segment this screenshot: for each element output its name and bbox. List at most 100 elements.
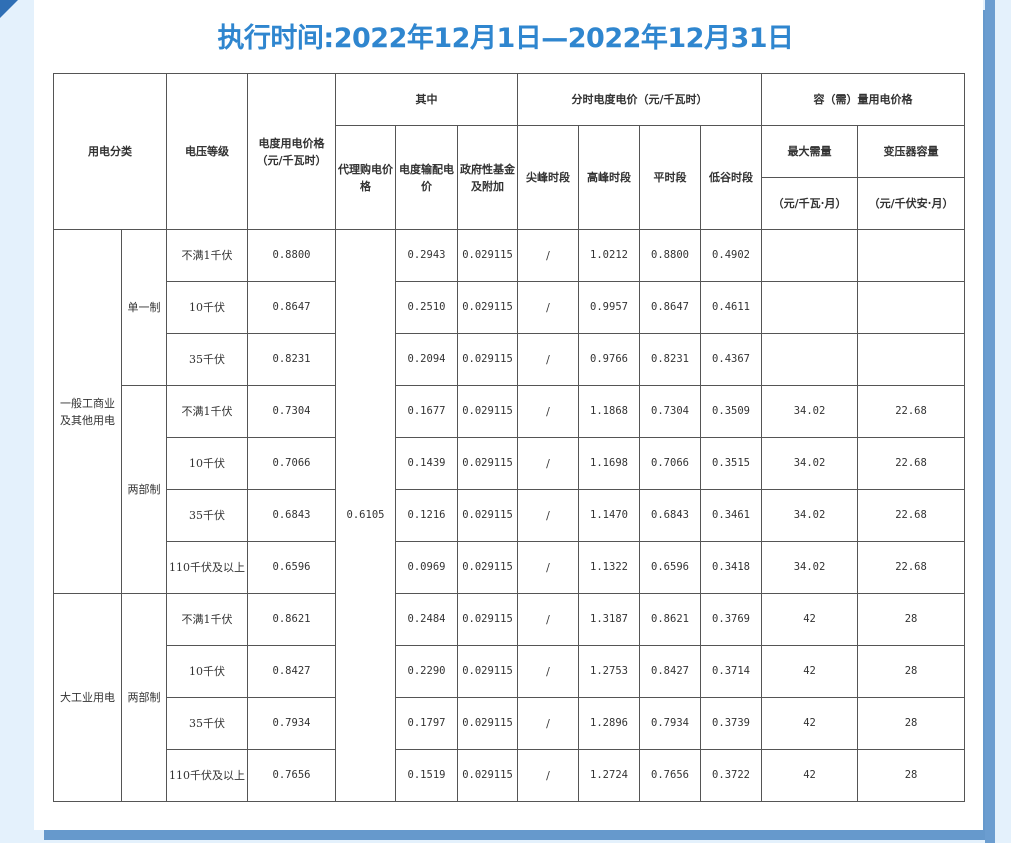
- peak-cell: 1.1470: [578, 489, 640, 542]
- max-demand-cell: 42: [761, 645, 859, 698]
- valley-cell: 0.4902: [699, 229, 763, 282]
- valley-cell: 0.3515: [699, 437, 763, 490]
- valley-cell: 0.3722: [699, 749, 763, 802]
- voltage-cell: 35千伏: [166, 333, 248, 386]
- header-voltage: 电压等级: [166, 73, 248, 230]
- sharp-peak-cell: /: [517, 229, 579, 282]
- header-agent-price: 代理购电价格: [335, 125, 396, 230]
- sharp-peak-cell: /: [517, 437, 579, 490]
- flat-cell: 0.7934: [639, 697, 701, 750]
- valley-cell: 0.3509: [699, 385, 763, 438]
- max-demand-cell: [761, 281, 859, 334]
- flat-cell: 0.7656: [639, 749, 701, 802]
- price-cell: 0.7304: [247, 385, 336, 438]
- table-row: 110千伏及以上 0.7656 0.1519 0.029115/1.2724 0.765…: [54, 749, 966, 802]
- price-cell: 0.8647: [247, 281, 336, 334]
- gov-fund-cell: 0.029115: [457, 489, 518, 542]
- system-cell: 两部制: [121, 593, 167, 802]
- header-flat: 平时段: [639, 125, 701, 230]
- max-demand-cell: 34.02: [761, 437, 859, 490]
- transformer-cell: 28: [857, 593, 966, 646]
- sharp-peak-cell: /: [517, 489, 579, 542]
- header-valley: 低谷时段: [699, 125, 763, 230]
- table-row: 35千伏 0.6843 0.1216 0.029115/1.1470 0.6843 0.3…: [54, 489, 966, 542]
- sharp-peak-cell: /: [517, 645, 579, 698]
- header-transformer: 变压器容量: [857, 125, 966, 178]
- valley-cell: 0.4367: [699, 333, 763, 386]
- transmission-cell: 0.2094: [395, 333, 458, 386]
- peak-cell: 1.2724: [578, 749, 640, 802]
- gov-fund-cell: 0.029115: [457, 385, 518, 438]
- header-max-demand: 最大需量: [761, 125, 859, 178]
- price-cell: 0.8231: [247, 333, 336, 386]
- transmission-cell: 0.1797: [395, 697, 458, 750]
- transmission-cell: 0.1216: [395, 489, 458, 542]
- gov-fund-cell: 0.029115: [457, 697, 518, 750]
- transmission-cell: 0.1677: [395, 385, 458, 438]
- flat-cell: 0.8231: [639, 333, 701, 386]
- price-cell: 0.8800: [247, 229, 336, 282]
- category-cell: 大工业用电: [53, 593, 122, 802]
- header-gov-fund: 政府性基金及附加: [457, 125, 518, 230]
- table-body: 一般工商业及其他用电 单一制 不满1千伏 0.8800 0.6105 0.2943 0.02…: [53, 229, 966, 802]
- sharp-peak-cell: /: [517, 593, 579, 646]
- voltage-cell: 不满1千伏: [166, 593, 248, 646]
- table-row: 35千伏 0.8231 0.2094 0.029115/0.9766 0.8231 0.4…: [54, 333, 966, 386]
- peak-cell: 1.1698: [578, 437, 640, 490]
- price-cell: 0.8621: [247, 593, 336, 646]
- transmission-cell: 0.1519: [395, 749, 458, 802]
- transmission-cell: 0.2510: [395, 281, 458, 334]
- system-cell: 两部制: [121, 385, 167, 594]
- transformer-cell: 22.68: [857, 437, 966, 490]
- transformer-cell: [857, 229, 966, 282]
- peak-cell: 1.3187: [578, 593, 640, 646]
- peak-cell: 1.1322: [578, 541, 640, 594]
- voltage-cell: 110千伏及以上: [166, 749, 248, 802]
- price-cell: 0.8427: [247, 645, 336, 698]
- gov-fund-cell: 0.029115: [457, 229, 518, 282]
- sharp-peak-cell: /: [517, 697, 579, 750]
- valley-cell: 0.3461: [699, 489, 763, 542]
- transformer-cell: [857, 333, 966, 386]
- price-cell: 0.7656: [247, 749, 336, 802]
- transformer-cell: 28: [857, 749, 966, 802]
- gov-fund-cell: 0.029115: [457, 281, 518, 334]
- header-price: 电度用电价格 （元/千瓦时）: [247, 73, 336, 230]
- flat-cell: 0.7304: [639, 385, 701, 438]
- voltage-cell: 10千伏: [166, 281, 248, 334]
- max-demand-cell: 34.02: [761, 489, 859, 542]
- header-tou: 分时电度电价（元/千瓦时）: [516, 73, 763, 126]
- sharp-peak-cell: /: [517, 333, 579, 386]
- voltage-cell: 10千伏: [166, 645, 248, 698]
- gov-fund-cell: 0.029115: [457, 749, 518, 802]
- table-row: 一般工商业及其他用电 单一制 不满1千伏 0.8800 0.6105 0.2943 0.02…: [53, 229, 966, 802]
- transformer-cell: 22.68: [857, 541, 966, 594]
- header-transformer-unit: （元/千伏安·月）: [857, 177, 966, 230]
- voltage-cell: 35千伏: [166, 489, 248, 542]
- system-cell: 单一制: [121, 229, 167, 386]
- table-row: 大工业用电 两部制 不满1千伏 0.8621 0.2484 0.029115/1.3187…: [53, 593, 966, 802]
- peak-cell: 1.1868: [578, 385, 640, 438]
- transmission-cell: 0.2290: [395, 645, 458, 698]
- voltage-cell: 35千伏: [166, 697, 248, 750]
- table-row: 10千伏 0.8647 0.2510 0.029115/0.9957 0.8647 0.4…: [54, 281, 966, 334]
- max-demand-cell: 42: [761, 749, 859, 802]
- peak-cell: 1.2896: [578, 697, 640, 750]
- flat-cell: 0.8621: [639, 593, 701, 646]
- header-peak: 高峰时段: [578, 125, 640, 230]
- category-cell: 一般工商业及其他用电: [53, 229, 122, 594]
- flat-cell: 0.8647: [639, 281, 701, 334]
- max-demand-cell: 34.02: [761, 385, 859, 438]
- page-title: 执行时间:2022年12月1日—2022年12月31日: [217, 23, 794, 54]
- side-strip: [985, 0, 995, 843]
- agent-price-cell: 0.6105: [335, 229, 396, 802]
- price-cell: 0.7066: [247, 437, 336, 490]
- table-row: 10千伏 0.7066 0.1439 0.029115/1.1698 0.7066 0.3…: [54, 437, 966, 490]
- sharp-peak-cell: /: [517, 541, 579, 594]
- valley-cell: 0.3714: [699, 645, 763, 698]
- flat-cell: 0.8427: [639, 645, 701, 698]
- header-transmission: 电度输配电价: [395, 125, 458, 230]
- valley-cell: 0.4611: [699, 281, 763, 334]
- header-capacity: 容（需）量用电价格: [761, 73, 966, 126]
- header-category: 用电分类: [53, 73, 167, 230]
